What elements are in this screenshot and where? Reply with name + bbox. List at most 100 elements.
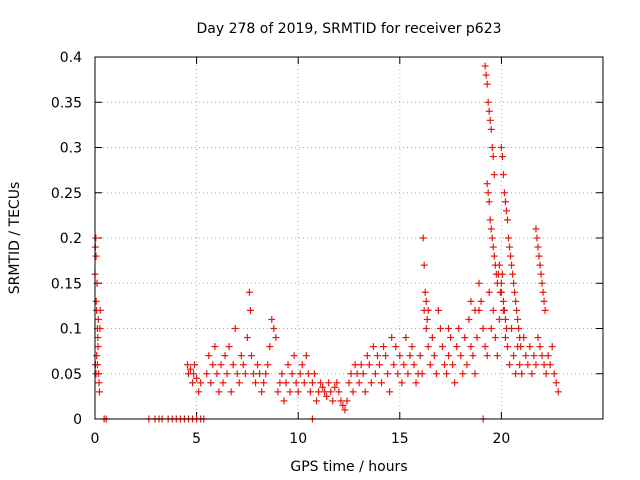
data-point: [526, 343, 534, 351]
data-point: [517, 343, 525, 351]
data-point: [95, 388, 103, 396]
data-point: [436, 325, 444, 332]
data-point: [518, 370, 526, 378]
data-point: [317, 379, 325, 387]
data-point: [438, 343, 446, 351]
data-point: [505, 234, 513, 242]
data-point: [416, 352, 424, 360]
data-point: [92, 252, 100, 260]
data-point: [304, 370, 312, 378]
data-point: [421, 288, 429, 296]
data-point: [481, 343, 489, 351]
data-point: [424, 343, 432, 351]
data-point: [394, 370, 402, 378]
data-point: [333, 379, 341, 387]
data-point: [522, 352, 530, 360]
data-point: [276, 379, 284, 387]
data-point: [536, 343, 544, 351]
data-point: [534, 334, 542, 342]
y-tick-label: 0.4: [60, 50, 82, 66]
data-point: [260, 379, 268, 387]
data-point: [227, 388, 235, 396]
data-point: [485, 288, 493, 296]
data-point: [341, 406, 349, 414]
data-point: [382, 352, 390, 360]
data-point: [495, 315, 503, 323]
y-tick-label: 0: [73, 412, 82, 428]
y-tick-label: 0.25: [51, 186, 82, 202]
data-point: [323, 392, 331, 400]
data-point: [469, 352, 477, 360]
data-point: [510, 279, 518, 287]
data-point: [298, 361, 306, 369]
data-point: [501, 334, 509, 342]
data-point: [514, 315, 522, 323]
data-point: [512, 370, 520, 378]
x-tick-label: 5: [192, 431, 201, 447]
data-point: [213, 370, 221, 378]
data-point: [207, 379, 215, 387]
y-tick-label: 0.35: [51, 95, 82, 111]
data-point: [195, 388, 203, 396]
data-point: [331, 383, 339, 391]
data-point: [503, 216, 511, 224]
data-point: [488, 144, 496, 151]
data-point: [507, 252, 515, 260]
data-point: [215, 388, 223, 396]
data-point: [268, 315, 276, 323]
data-point: [306, 388, 314, 396]
data-point: [371, 370, 379, 378]
data-point: [278, 370, 286, 378]
data-point: [467, 343, 475, 351]
data-point: [487, 325, 495, 332]
data-point: [495, 261, 503, 269]
data-point: [463, 361, 471, 369]
data-point: [449, 361, 457, 369]
data-point: [506, 361, 514, 369]
data-point: [288, 370, 296, 378]
data-point: [408, 343, 416, 351]
data-point: [532, 361, 540, 369]
data-point: [339, 401, 347, 409]
data-point: [235, 379, 243, 387]
data-point: [272, 334, 280, 342]
data-point: [516, 334, 524, 342]
data-point: [465, 315, 473, 323]
data-point: [506, 243, 514, 251]
data-point: [486, 116, 494, 124]
data-point: [95, 379, 103, 387]
data-point: [420, 261, 428, 269]
data-point: [183, 361, 191, 369]
x-tick-label: 20: [492, 431, 510, 447]
data-point: [423, 315, 431, 323]
data-point: [516, 361, 524, 369]
data-point: [539, 288, 547, 296]
data-point: [197, 379, 205, 387]
data-point: [455, 325, 463, 332]
data-point: [485, 107, 493, 115]
data-point: [225, 343, 233, 351]
data-point: [94, 334, 102, 342]
data-point: [501, 198, 509, 206]
data-point: [424, 306, 432, 314]
data-point: [489, 243, 497, 251]
data-point: [404, 370, 412, 378]
data-point: [483, 80, 491, 88]
data-point: [540, 361, 548, 369]
data-point: [483, 352, 491, 360]
data-point: [241, 370, 249, 378]
data-point: [282, 379, 290, 387]
data-point: [500, 189, 508, 197]
data-point: [451, 379, 459, 387]
data-point: [418, 370, 426, 378]
data-point: [511, 288, 519, 296]
data-point: [319, 383, 327, 391]
data-point: [365, 361, 373, 369]
data-point: [471, 370, 479, 378]
data-point: [310, 370, 318, 378]
data-point: [347, 370, 355, 378]
data-point: [190, 370, 198, 378]
data-point: [524, 361, 532, 369]
data-point: [321, 388, 329, 396]
